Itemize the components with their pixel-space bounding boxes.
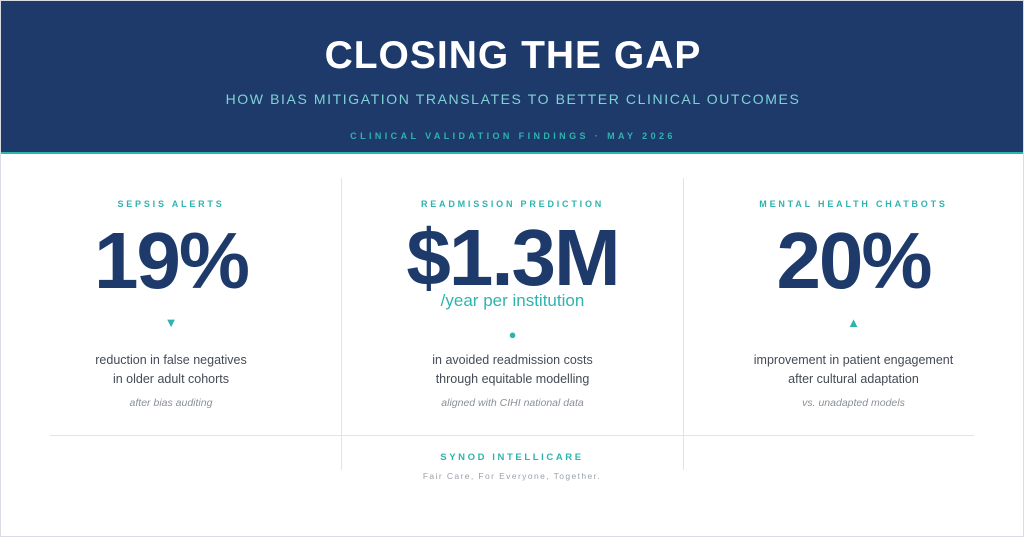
triangle-down-icon: ▼	[164, 315, 178, 330]
brand-tagline: Fair Care, For Everyone, Together.	[422, 471, 602, 481]
column-divider	[683, 178, 684, 470]
header-banner: CLOSING THE GAP HOW BIAS MITIGATION TRAN…	[1, 1, 1023, 152]
page-subtitle: HOW BIAS MITIGATION TRANSLATES TO BETTER…	[225, 91, 801, 107]
stat-value: 19%	[93, 216, 250, 305]
findings-line: CLINICAL VALIDATION FINDINGS · MAY 2026	[350, 131, 676, 141]
stat-label: SEPSIS ALERTS	[117, 199, 225, 209]
stat-description-line: through equitable modelling	[435, 372, 590, 386]
stat-value: $1.3M	[406, 213, 620, 302]
stat-note: after bias auditing	[129, 397, 213, 409]
dot-icon: ●	[508, 327, 517, 342]
stat-description-line: after cultural adaptation	[788, 372, 919, 386]
stat-description-line: in older adult cohorts	[112, 372, 230, 386]
stat-description: reduction in false negatives in older ad…	[1, 351, 341, 389]
stat-label: MENTAL HEALTH CHATBOTS	[759, 199, 948, 209]
stat-description-line: in avoided readmission costs	[432, 353, 593, 367]
column-divider	[341, 178, 342, 470]
triangle-up-icon: ▲	[847, 315, 860, 330]
stat-description: in avoided readmission costs through equ…	[342, 351, 683, 389]
stat-description-line: reduction in false negatives	[95, 353, 247, 367]
stat-unit: /year per institution	[440, 291, 585, 310]
brand-name: SYNOD INTELLICARE	[440, 452, 584, 463]
page-title: CLOSING THE GAP	[324, 34, 702, 77]
stat-description-line: improvement in patient engagement	[753, 353, 954, 367]
stat-label: READMISSION PREDICTION	[420, 199, 605, 209]
stat-description: improvement in patient engagement after …	[684, 351, 1023, 389]
stat-value: 20%	[776, 216, 932, 305]
header-accent-rule	[1, 152, 1023, 154]
stat-note: vs. unadapted models	[802, 397, 905, 409]
footer-divider	[50, 435, 974, 436]
stat-note: aligned with CIHI national data	[441, 397, 584, 409]
